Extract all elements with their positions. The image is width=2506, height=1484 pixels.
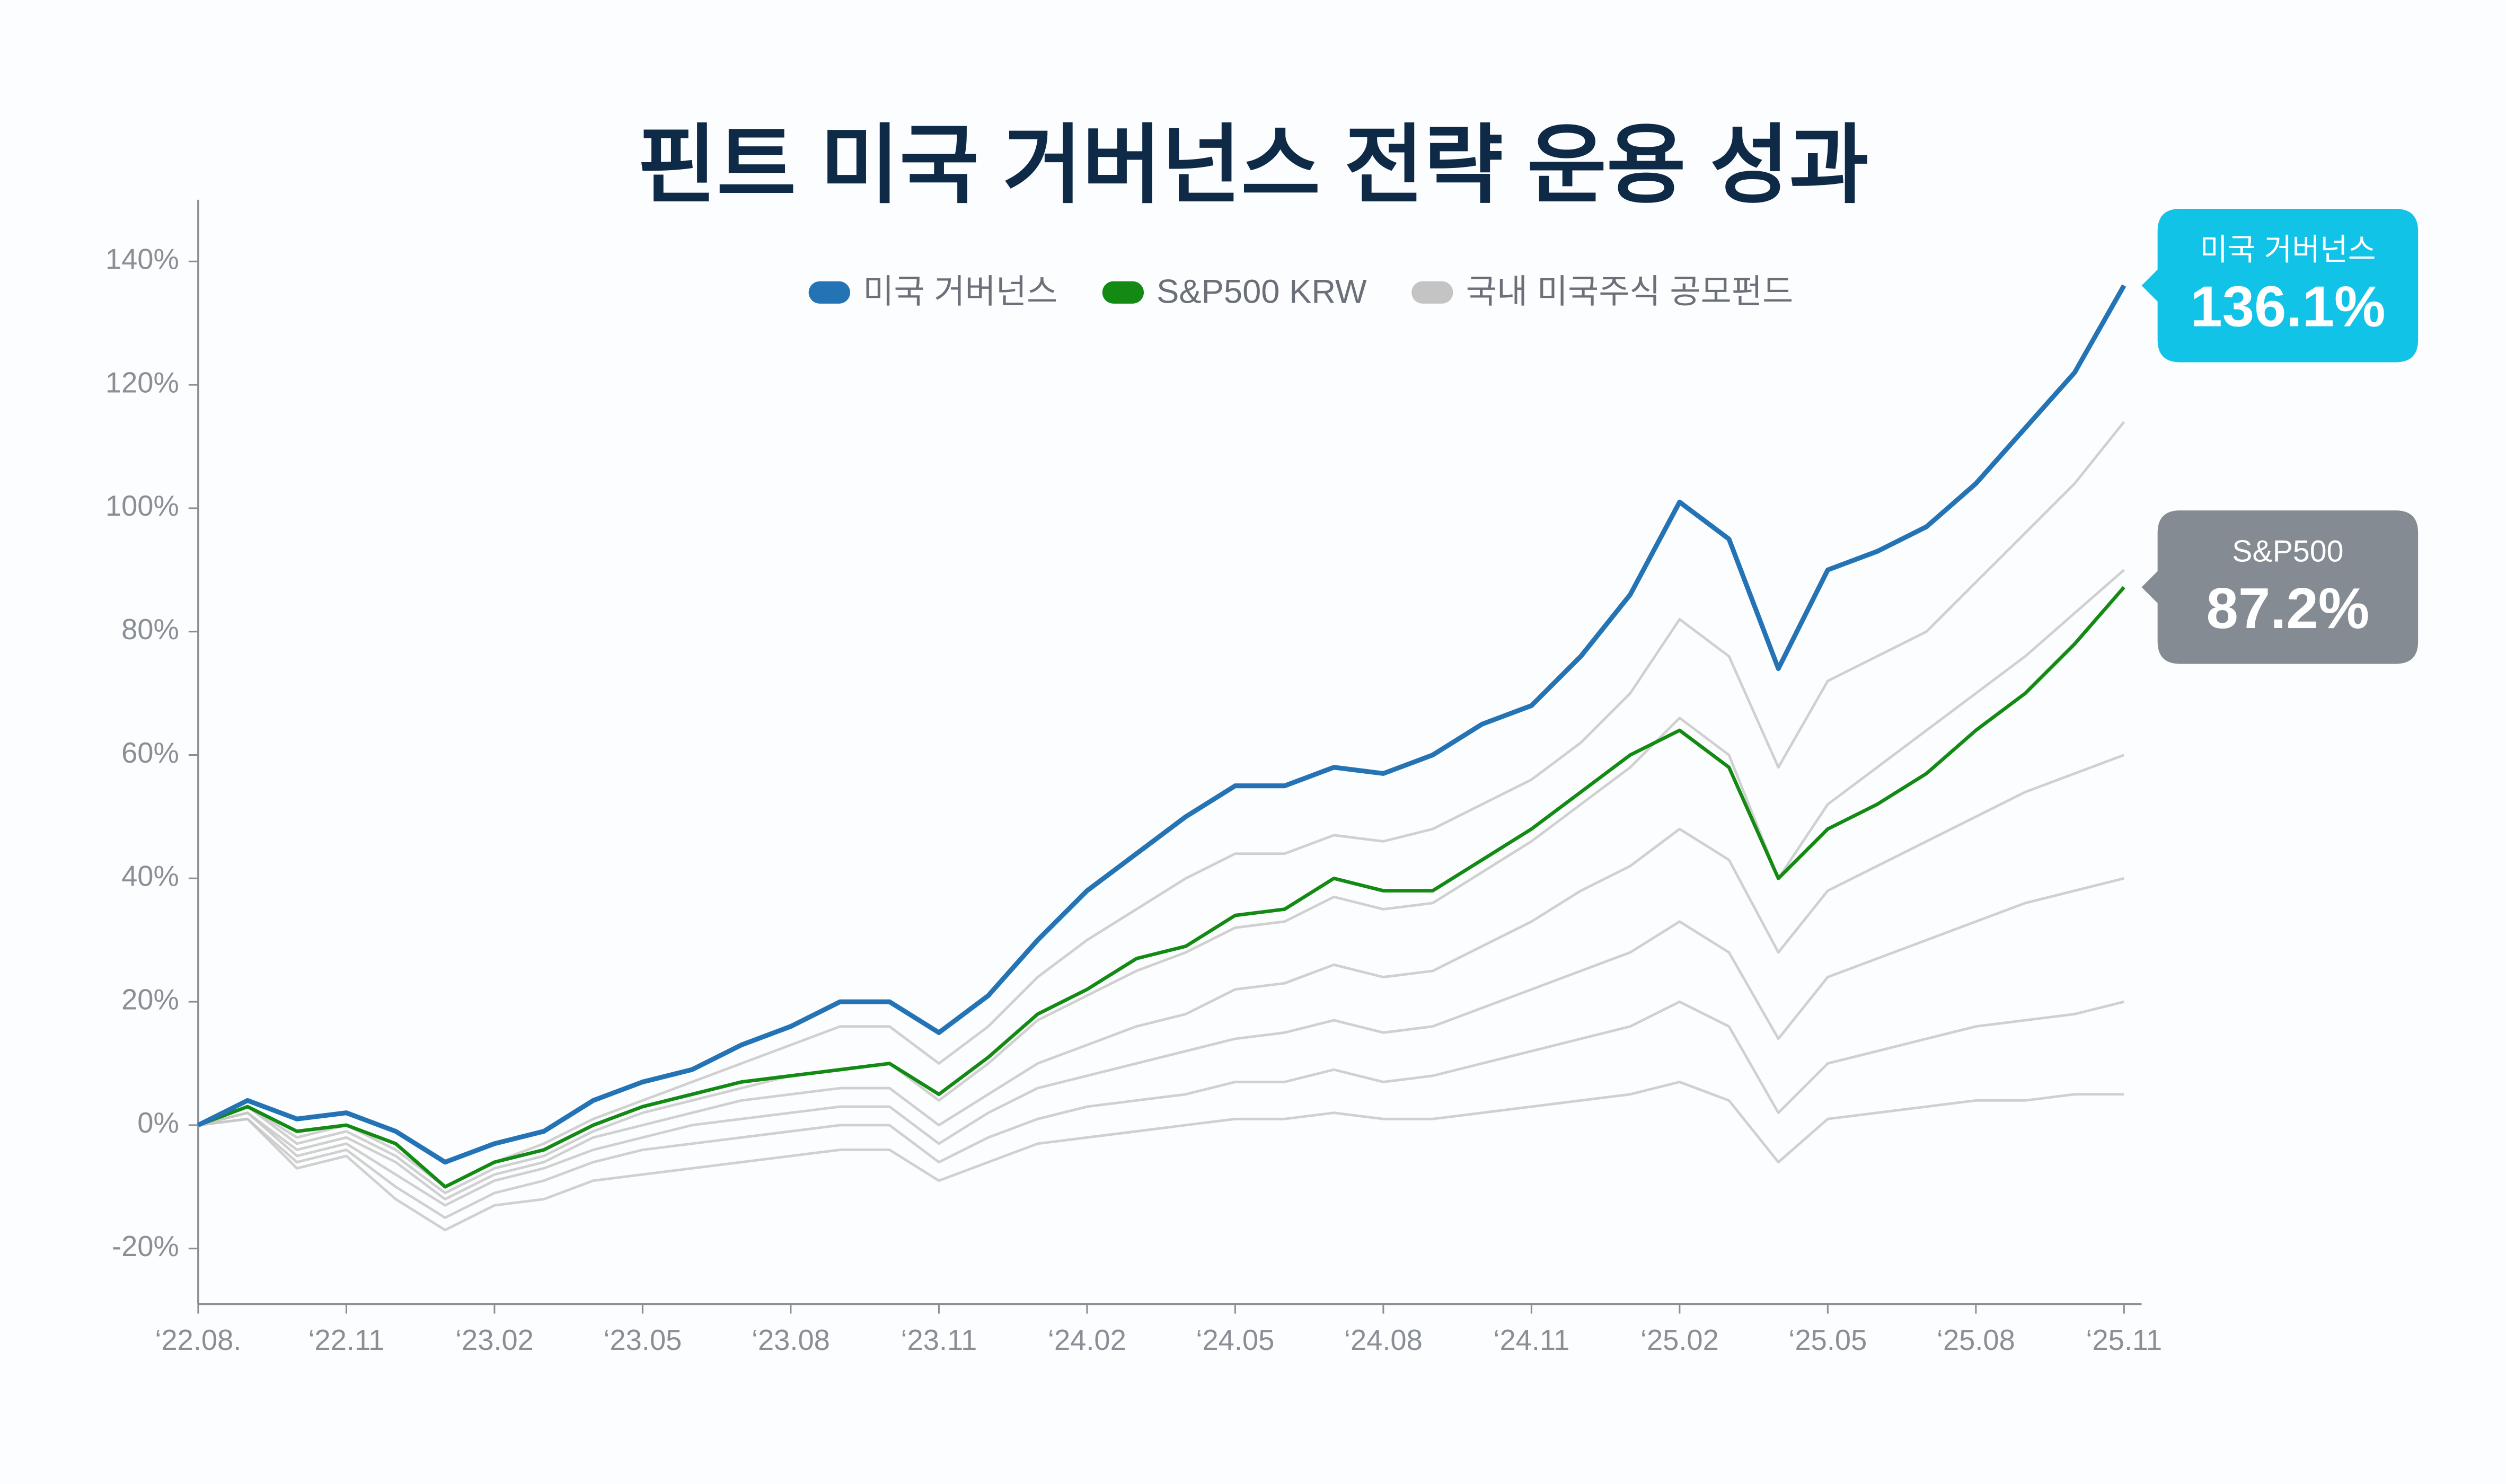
legend-item: S&P500 KRW (1102, 273, 1367, 311)
legend-item: 미국 거버넌스 (808, 273, 1057, 311)
fund-line (198, 754, 2125, 1200)
y-tick-label: 0% (137, 1107, 179, 1139)
y-tick-label: 140% (105, 243, 179, 276)
legend-label: S&P500 KRW (1157, 273, 1367, 311)
x-tick-label: ‘22.11 (308, 1324, 384, 1356)
fund-line (198, 569, 2125, 1195)
fund-line (198, 877, 2124, 1207)
x-tick-label: ‘24.11 (1493, 1324, 1569, 1356)
x-tick-label: ‘23.11 (901, 1324, 977, 1356)
x-tick-label: ‘24.02 (1048, 1324, 1126, 1356)
y-tick-label: -20% (112, 1230, 179, 1262)
x-tick-label: ‘24.05 (1196, 1324, 1274, 1356)
callout-value: 87.2% (2207, 577, 2370, 641)
y-tick-label: 60% (121, 737, 179, 769)
series-line (197, 586, 2125, 1189)
callout-name: S&P500 (2232, 535, 2343, 569)
legend-label: 미국 거버넌스 (863, 273, 1057, 311)
y-tick-label: 120% (105, 366, 179, 399)
x-tick-label: ‘25.11 (2086, 1324, 2162, 1356)
legend-swatch (1102, 281, 1144, 304)
legend-item: 국내 미국주식 공모펀드 (1411, 273, 1793, 311)
fund-line (198, 1081, 2124, 1232)
x-tick-label: ‘22.08. (155, 1324, 241, 1356)
y-tick-label: 80% (121, 613, 179, 646)
callout-value: 136.1% (2190, 275, 2385, 339)
x-tick-label: ‘25.05 (1788, 1324, 1867, 1356)
callout-box (2141, 208, 2419, 363)
x-tick-label: ‘23.02 (455, 1324, 534, 1356)
legend-swatch (808, 281, 851, 304)
chart-title: 핀트 미국 거버넌스 전략 운용 성과 (637, 117, 1868, 214)
x-tick-label: ‘25.08 (1937, 1324, 2015, 1356)
x-tick-label: ‘23.05 (603, 1324, 682, 1356)
x-tick-label: ‘25.02 (1640, 1324, 1719, 1356)
legend: 미국 거버넌스 S&P500 KRW 국내 미국주식 공모펀드 (808, 273, 1793, 311)
callout-box (2141, 510, 2419, 664)
legend-label: 국내 미국주식 공모펀드 (1466, 273, 1794, 311)
fund-line (198, 1000, 2124, 1219)
y-tick-label: 20% (121, 983, 179, 1015)
legend-swatch (1411, 281, 1453, 304)
y-tick-label: 100% (105, 490, 179, 522)
y-tick-label: 40% (121, 860, 179, 893)
fund-line (198, 421, 2125, 1188)
series-line (197, 284, 2126, 1165)
callout-name: 미국 거버넌스 (2200, 233, 2376, 267)
x-tick-label: ‘23.08 (752, 1324, 830, 1356)
x-tick-label: ‘24.08 (1344, 1324, 1423, 1356)
